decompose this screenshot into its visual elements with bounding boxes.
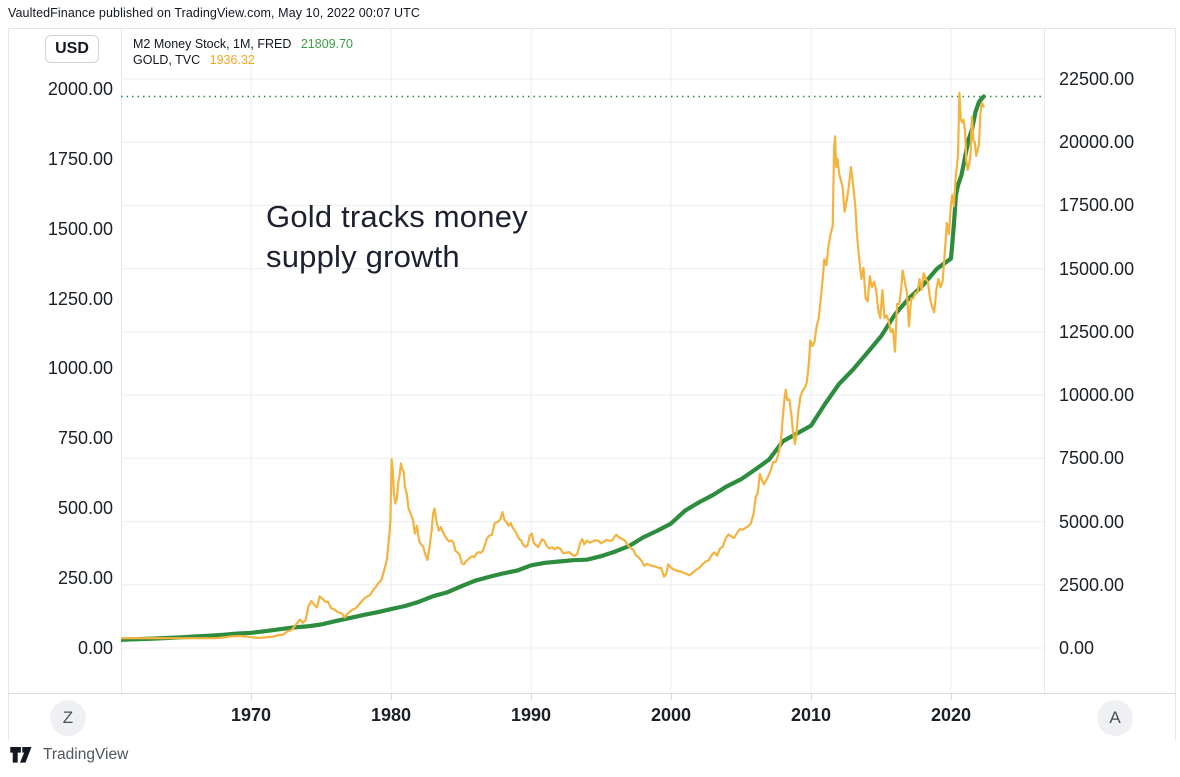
right-axis-tick: 5000.00 bbox=[1059, 512, 1125, 532]
right-axis-tick: 10000.00 bbox=[1059, 385, 1135, 405]
left-axis-tick: 1000.00 bbox=[47, 358, 113, 378]
right-axis-tick: 12500.00 bbox=[1059, 322, 1135, 342]
chart-annotation-line2: supply growth bbox=[266, 239, 460, 274]
right-axis-tick: 20000.00 bbox=[1059, 132, 1135, 152]
left-axis-tick: 2000.00 bbox=[47, 79, 113, 99]
tradingview-logo-icon bbox=[10, 746, 32, 763]
tradingview-wordmark: TradingView bbox=[43, 746, 129, 763]
x-tick-mark bbox=[251, 694, 252, 700]
year-label: 2010 bbox=[790, 705, 832, 725]
legend-row-m2: M2 Money Stock, 1M, FRED 21809.70 bbox=[133, 36, 353, 52]
left-axis-tick: 1750.00 bbox=[47, 149, 113, 169]
left-axis-tick: 1500.00 bbox=[47, 219, 113, 239]
right-axis-tick: 0.00 bbox=[1059, 638, 1095, 658]
chart-frame: USD M2 Money Stock, 1M, FRED 21809.70 GO… bbox=[8, 28, 1176, 741]
left-axis-separator bbox=[121, 29, 122, 739]
currency-badge: USD bbox=[45, 35, 99, 63]
price-plot bbox=[121, 29, 1044, 693]
left-axis-tick: 1250.00 bbox=[47, 289, 113, 309]
gold-series-line bbox=[121, 91, 985, 640]
legend-value-m2: 21809.70 bbox=[300, 37, 353, 51]
right-axis-tick: 7500.00 bbox=[1059, 448, 1125, 468]
right-axis-tick: 15000.00 bbox=[1059, 259, 1135, 279]
legend-title-m2: M2 Money Stock, 1M, FRED bbox=[133, 37, 292, 51]
m2-series-line bbox=[121, 94, 986, 642]
year-label: 2000 bbox=[650, 705, 692, 725]
legend-title-gold: GOLD, TVC bbox=[133, 53, 201, 67]
legend-row-gold: GOLD, TVC 1936.32 bbox=[133, 52, 353, 68]
year-label: 1990 bbox=[510, 705, 552, 725]
x-tick-mark bbox=[951, 694, 952, 700]
x-tick-mark bbox=[671, 694, 672, 700]
left-axis-tick: 250.00 bbox=[57, 568, 113, 588]
left-axis-tick: 0.00 bbox=[77, 638, 113, 658]
attribution-text: VaultedFinance published on TradingView.… bbox=[8, 6, 421, 20]
legend: M2 Money Stock, 1M, FRED 21809.70 GOLD, … bbox=[133, 36, 353, 68]
timezone-badge: Z bbox=[50, 700, 86, 736]
year-label: 2020 bbox=[930, 705, 972, 725]
left-axis-tick: 750.00 bbox=[57, 428, 113, 448]
tradingview-link[interactable]: TradingView bbox=[10, 746, 128, 764]
right-axis-tick: 2500.00 bbox=[1059, 575, 1125, 595]
legend-value-gold: 1936.32 bbox=[209, 53, 255, 67]
right-axis-tick: 22500.00 bbox=[1059, 69, 1135, 89]
x-tick-mark bbox=[811, 694, 812, 700]
left-axis-tick: 500.00 bbox=[57, 498, 113, 518]
right-axis-tick: 17500.00 bbox=[1059, 195, 1135, 215]
chart-annotation: Gold tracks money supply growth bbox=[266, 197, 528, 277]
chart-annotation-line1: Gold tracks money bbox=[266, 199, 528, 234]
x-tick-mark bbox=[391, 694, 392, 700]
year-label: 1970 bbox=[230, 705, 272, 725]
x-tick-mark bbox=[531, 694, 532, 700]
right-axis-separator bbox=[1044, 29, 1045, 739]
time-axis: Z A 1970 1980 1990 2000 2010 2020 bbox=[9, 693, 1175, 741]
auto-scale-badge: A bbox=[1097, 700, 1133, 736]
year-label: 1980 bbox=[370, 705, 412, 725]
